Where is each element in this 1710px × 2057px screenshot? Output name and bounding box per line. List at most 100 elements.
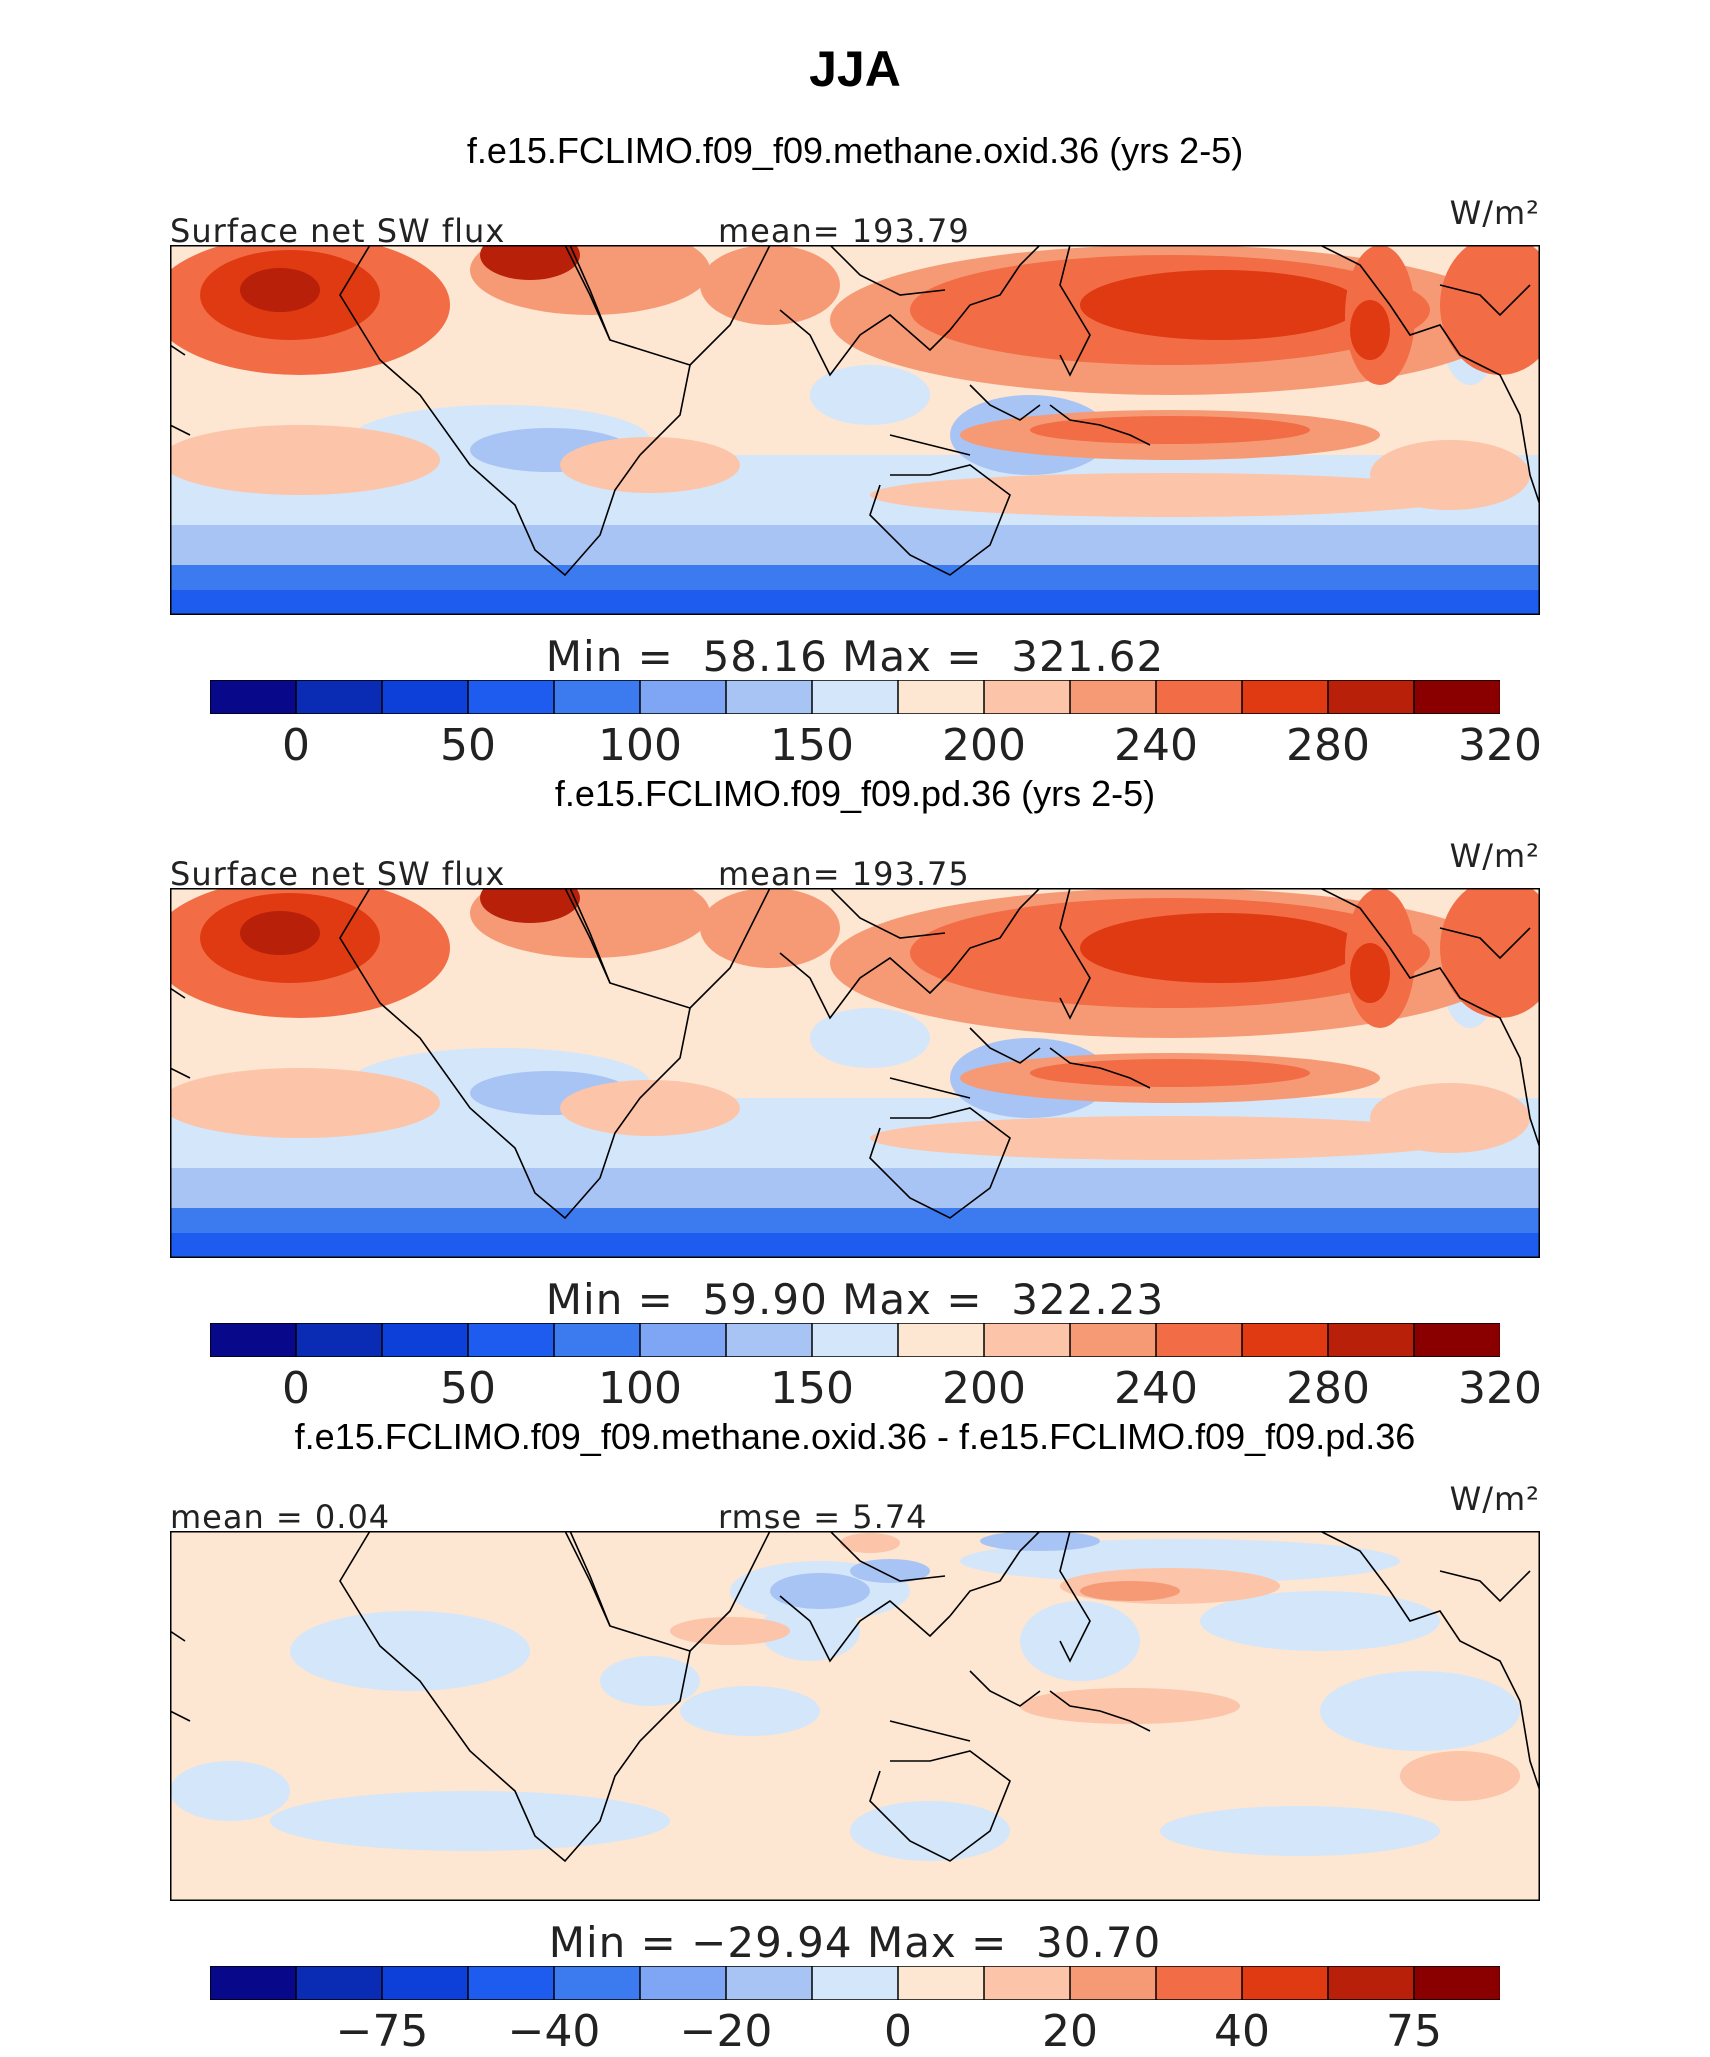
contour-region: [600, 1656, 700, 1706]
colorbar-box: [725, 1966, 814, 2000]
coastline: [170, 344, 186, 356]
contour-region: [240, 911, 320, 955]
contour-region: [810, 365, 930, 425]
contour-region: [1080, 913, 1360, 983]
min-value: 58.16: [702, 632, 828, 681]
min-max-stats: Min = 59.90 Max = 322.23: [0, 1275, 1710, 1324]
coastline: [564, 245, 611, 341]
contour-region: [560, 437, 740, 493]
colorbar-box: [381, 680, 470, 714]
max-label: Max =: [842, 1275, 983, 1324]
colorbar-tick-label: 280: [1286, 1363, 1370, 1414]
colorbar-box: [897, 1966, 986, 2000]
contour-region: [870, 1116, 1470, 1160]
colorbar-box: [811, 680, 900, 714]
coastline: [689, 1531, 771, 1652]
min-max-stats: Min = −29.94 Max = 30.70: [0, 1918, 1710, 1967]
coastline: [829, 888, 946, 939]
colorbar-tick-label: −20: [679, 2006, 773, 2057]
colorbar-box: [725, 680, 814, 714]
colorbar-box: [811, 1966, 900, 2000]
coastline: [889, 1077, 971, 1099]
min-max-stats: Min = 58.16 Max = 321.62: [0, 632, 1710, 681]
contour-band: [170, 1233, 1540, 1258]
coastline: [564, 888, 611, 984]
max-value: 321.62: [1011, 632, 1165, 681]
colorbar-tick-label: 75: [1386, 2006, 1442, 2057]
colorbar-tick-label: 280: [1286, 720, 1370, 771]
rmse-label: rmse = 5.74: [718, 1498, 928, 1536]
contour-region: [870, 473, 1470, 517]
min-label: Min =: [548, 1918, 677, 1967]
coastline: [969, 1027, 1041, 1064]
coastline: [889, 434, 971, 456]
colorbar-tick-label: −75: [335, 2006, 429, 2057]
panel-methane-oxid: f.e15.FCLIMO.f09_f09.methane.oxid.36 (yr…: [0, 130, 1710, 771]
colorbar-box: [467, 1966, 556, 2000]
contour-map: [170, 1531, 1540, 1901]
colorbar-tick-label: 150: [770, 1363, 854, 1414]
colorbar-box: [467, 1323, 556, 1357]
coastline: [170, 424, 191, 436]
units-label: W/m²: [1449, 1480, 1540, 1518]
colorbar-box: [553, 1966, 642, 2000]
coastline: [1439, 927, 1531, 960]
contour-region: [1350, 300, 1390, 360]
colorbar-box: [983, 1323, 1072, 1357]
colorbar-box: [1327, 1966, 1416, 2000]
colorbar-box: [1069, 680, 1158, 714]
contour-region: [290, 1611, 530, 1691]
colorbar-tick-label: 100: [598, 720, 682, 771]
colorbar-box: [639, 1323, 728, 1357]
colorbar-box: [1327, 680, 1416, 714]
coastline: [869, 464, 1011, 576]
colorbar-box: [639, 680, 728, 714]
colorbar-box: [1241, 1323, 1330, 1357]
min-value: 59.90: [702, 1275, 828, 1324]
figure-title: JJA: [809, 41, 901, 97]
colorbar-box: [295, 680, 384, 714]
contour-region: [1030, 1059, 1310, 1087]
contour-region: [1320, 1671, 1520, 1751]
colorbar-box: [1327, 1323, 1416, 1357]
colorbar-tick-label: 50: [440, 720, 496, 771]
contour-region: [270, 1791, 670, 1851]
coastline: [1439, 284, 1531, 317]
max-label: Max =: [842, 632, 983, 681]
contour-region: [680, 1686, 820, 1736]
colorbar-box: [295, 1966, 384, 2000]
coastline: [949, 1531, 1041, 1617]
coastline: [889, 1720, 971, 1742]
contour-region: [170, 1068, 440, 1138]
max-value: 322.23: [1011, 1275, 1165, 1324]
colorbar-box: [210, 680, 298, 714]
colorbar-box: [381, 1966, 470, 2000]
contour-region: [700, 245, 840, 325]
contour-region: [810, 1008, 930, 1068]
colorbar-box: [295, 1323, 384, 1357]
coastline: [339, 245, 691, 577]
coastline: [689, 245, 771, 366]
colorbar-box: [983, 680, 1072, 714]
coastline: [170, 1630, 186, 1642]
colorbar-box: [1069, 1323, 1158, 1357]
coastline: [969, 1670, 1041, 1707]
contour-map: [170, 888, 1540, 1258]
colorbar-tick-label: 0: [884, 2006, 912, 2057]
panel-pd: f.e15.FCLIMO.f09_f09.pd.36 (yrs 2-5) Sur…: [0, 773, 1710, 1414]
colorbar-tick-label: 0: [282, 1363, 310, 1414]
contour-region: [170, 1761, 290, 1821]
coastline: [564, 1531, 611, 1627]
contour-region: [980, 1531, 1100, 1551]
contour-region: [840, 1533, 900, 1553]
colorbar-box: [1413, 1966, 1500, 2000]
coastline: [1059, 888, 1091, 1020]
coastline: [949, 888, 1041, 974]
units-label: W/m²: [1449, 837, 1540, 875]
case-title: f.e15.FCLIMO.f09_f09.methane.oxid.36 (yr…: [466, 130, 1244, 171]
colorbar-box: [1155, 680, 1244, 714]
colorbar-tick-label: 150: [770, 720, 854, 771]
contour-region: [1400, 1751, 1520, 1801]
colorbar-box: [467, 680, 556, 714]
colorbar-box: [897, 1323, 986, 1357]
